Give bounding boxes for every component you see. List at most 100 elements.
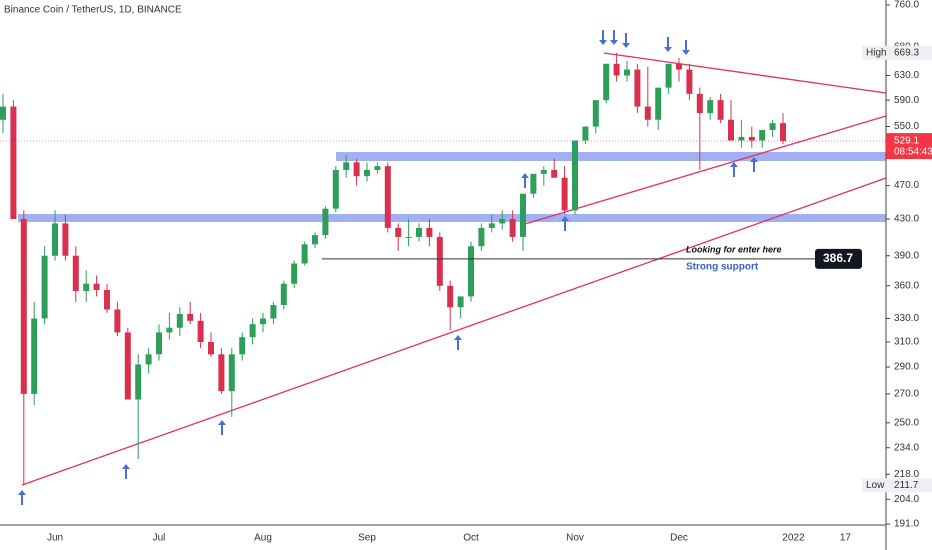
candle-body [208,341,214,355]
candle-body [468,246,474,297]
candle-body [696,93,703,114]
last-price: 529.1 [894,136,919,147]
trend-line [524,115,887,225]
candle-body [728,119,734,141]
candle-body [416,227,422,237]
trend-line [603,52,887,94]
candle-body [145,354,152,365]
candle-body [312,235,318,245]
arrow-up [18,490,26,505]
candle-body [644,106,651,120]
candle-body [676,63,682,70]
candle-body [72,255,79,292]
y-tick-label: 310.0 [894,337,919,348]
candle-body [384,166,391,228]
candle-body [197,320,204,342]
candle-body [41,255,48,319]
candle-body [176,313,183,328]
y-tick-label: 430.0 [894,214,919,225]
arrow-up [218,420,226,435]
y-tick-label: 760.0 [894,0,919,11]
candle-body [187,313,194,321]
candle-body [83,283,90,292]
countdown: 08:54:43 [894,147,932,158]
x-tick-label: Jun [47,533,63,544]
candle-body [738,136,745,141]
x-tick-label: Nov [566,533,584,544]
candle-body [135,364,142,400]
x-tick-label: Sep [358,533,376,544]
y-tick-label: 590.0 [894,95,919,106]
low-box [862,478,886,493]
candle-body [447,285,454,308]
high-value: 669.3 [894,47,919,58]
arrow-up [730,162,738,177]
candle-body [20,219,27,394]
y-tick-label: 204.0 [894,494,919,505]
low-value: 211.7 [894,480,919,491]
y-tick-label: 218.0 [894,469,919,480]
candle-body [436,236,443,286]
candle-body [156,332,162,355]
arrow-up [122,464,130,479]
candle-body [332,169,339,209]
y-tick-label: 630.0 [894,70,919,81]
y-tick-label: 360.0 [894,280,919,291]
candle-body [405,236,412,238]
candle-body [114,309,121,333]
candle-body [707,100,714,114]
candle-body [561,177,568,211]
candle-body [603,63,610,101]
candle-body [62,223,69,256]
candle-body [249,324,256,338]
candle-body [10,106,17,220]
x-tick-label: Oct [463,533,479,544]
support-band [18,214,886,222]
candle-body [239,337,246,355]
x-tick-label: Jul [153,533,166,544]
candle-body [228,354,235,392]
candle-body [520,193,526,237]
candle-body [104,290,110,310]
candle-body [343,162,350,170]
candle-body [260,318,266,325]
candle-body [748,136,755,141]
candle-body [769,123,776,130]
candle-body [52,223,58,256]
candle-body [624,69,630,76]
candle-body [551,169,558,178]
y-tick-label: 270.0 [894,389,919,400]
y-tick-label: 250.0 [894,417,919,428]
low-value-box [886,478,932,493]
arrows [18,30,758,505]
candle-body [780,123,786,142]
arrow-up [454,335,462,350]
candle-body [478,227,485,247]
resistance-band [336,152,886,161]
candle-body [124,332,131,400]
arrow-down [599,30,607,45]
candle-body [301,244,308,264]
candle-body [322,208,329,236]
candle-body [509,219,516,237]
candle-body [364,169,370,177]
candle-body [395,227,402,237]
low-label: Low [866,480,885,491]
candle-body [499,219,506,224]
arrow-down [682,40,690,55]
arrow-down [664,37,672,52]
arrow-down [622,33,630,48]
candle-body [426,227,433,237]
high-value-box [886,45,932,60]
candle-body [353,162,360,177]
candle-body [759,129,766,141]
candle-body [540,169,547,174]
trend-line [21,177,887,486]
candle-body [665,63,672,88]
x-tick-label: 2022 [782,533,805,544]
candle-body [218,354,225,392]
candle-body [717,100,724,120]
y-tick-label: 470.0 [894,180,919,191]
candle-body [270,305,277,319]
candle-body [488,223,495,228]
